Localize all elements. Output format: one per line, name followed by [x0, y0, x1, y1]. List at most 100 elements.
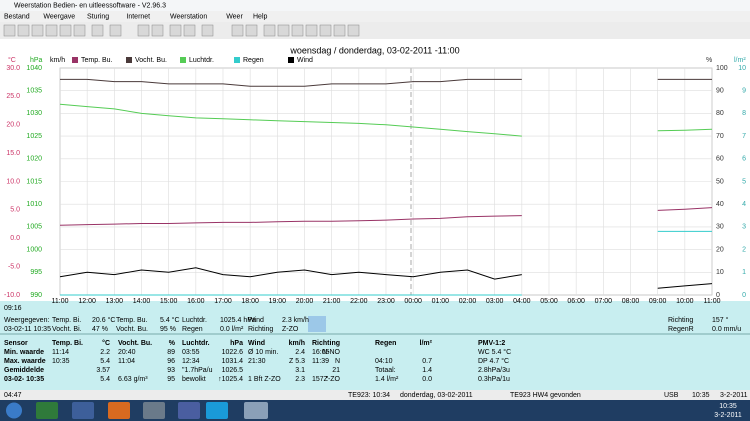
- y-tick-label: -10.0: [4, 292, 20, 299]
- y2-tick-label: 1025: [26, 133, 42, 140]
- info-cell: 0.0 mm/u: [712, 326, 741, 333]
- status-text: donderdag, 03-02-2011: [400, 392, 473, 399]
- status-text: 10:35: [692, 392, 710, 399]
- stats-cell: 03:55: [182, 349, 200, 356]
- stats-header: °C: [102, 339, 110, 347]
- info-cell: 157 °: [712, 316, 729, 324]
- y5-tick-label: 5: [742, 178, 746, 185]
- axis-unit: hPa: [30, 57, 43, 64]
- y5-tick-label: 2: [742, 246, 746, 253]
- info-cell: 20.6 °C: [92, 316, 115, 324]
- stats-cell: Z-ZO: [324, 376, 341, 383]
- stats-cell: 96: [167, 358, 175, 365]
- stats-cell: 1026.5: [222, 367, 244, 374]
- x-tick-label: 08:00: [622, 298, 640, 305]
- info-cell: 03-02-11 10:35: [4, 326, 51, 333]
- y4-tick-label: 100: [716, 65, 728, 72]
- stats-cell: 93: [167, 367, 175, 374]
- stats-cell: 12:34: [182, 358, 200, 365]
- x-tick-label: 22:00: [350, 298, 368, 305]
- status-bar: [0, 390, 750, 400]
- start-button[interactable]: [6, 402, 22, 419]
- stats-header: l/m²: [420, 340, 433, 347]
- stats-cell: 21:30: [248, 358, 266, 365]
- stats-cell: 04:10: [375, 358, 393, 365]
- x-tick-label: 12:00: [78, 298, 96, 305]
- stats-header: Temp. Bi.: [52, 340, 83, 347]
- series-line: [59, 267, 713, 289]
- status-text: 3-2-2011: [720, 392, 748, 399]
- stats-cell: 1022.6: [222, 349, 244, 356]
- stats-cell: 2.3: [295, 376, 305, 383]
- clock-date: 3-2-2011: [714, 412, 742, 419]
- stats-header: Vocht. Bu.: [118, 340, 152, 347]
- info-cell: Luchtdr.: [182, 317, 207, 324]
- stats-cell: Ø 10 min.: [248, 349, 278, 356]
- y2-tick-label: 990: [30, 292, 42, 299]
- menu-item[interactable]: Weer: [226, 13, 243, 20]
- x-tick-label: 09:00: [649, 298, 667, 305]
- menu-item[interactable]: Bestand: [4, 13, 30, 20]
- x-tick-label: 11:00: [52, 298, 69, 305]
- y5-tick-label: 10: [738, 65, 746, 72]
- stats-cell: 10:35: [52, 358, 70, 365]
- y4-tick-label: 50: [716, 178, 724, 185]
- stats-cell: ↑1025.4: [218, 376, 243, 383]
- stats-cell: "1.7hPa/u: [182, 367, 213, 374]
- x-tick-label: 13:00: [106, 298, 124, 305]
- stats-cell: N: [335, 358, 340, 365]
- y2-tick-label: 1015: [26, 178, 42, 185]
- info-cell: 5.4 °C: [160, 316, 180, 324]
- info-cell: Temp. Bu.: [116, 317, 148, 324]
- info-cell: Vocht. Bu.: [116, 326, 148, 333]
- legend-swatch: [288, 57, 294, 63]
- stats-header: hPa: [230, 340, 243, 347]
- stats-cell: 5.4: [100, 358, 110, 365]
- info-cell: Weergegeven:: [4, 317, 49, 324]
- stats-cell: 1.4: [422, 367, 432, 374]
- stats-cell: 0.3hPa/1u: [478, 376, 510, 383]
- start-label: 09:16: [4, 305, 22, 312]
- legend-swatch: [234, 57, 240, 63]
- info-cell: Richting: [668, 317, 693, 324]
- title-bar: [0, 0, 750, 11]
- info-cell: 0.0 l/m²: [220, 326, 244, 333]
- menu-item[interactable]: Help: [253, 13, 268, 20]
- x-tick-label: 04:00: [513, 298, 531, 305]
- x-tick-label: 06:00: [567, 298, 585, 305]
- stats-cell: 5.4: [100, 376, 110, 383]
- stats-cell: WC 5.4 °C: [478, 348, 511, 356]
- stats-header: Sensor: [4, 340, 28, 347]
- info-cell: RegenR: [668, 326, 694, 333]
- stats-header: Wind: [248, 340, 265, 347]
- y4-tick-label: 80: [716, 110, 724, 117]
- stats-cell: 2.4: [295, 349, 305, 356]
- menu-item[interactable]: Internet: [126, 13, 150, 20]
- x-tick-label: 16:00: [187, 298, 205, 305]
- stats-cell: 89: [167, 349, 175, 356]
- y4-tick-label: 70: [716, 133, 724, 140]
- info-cell: Temp. Bi.: [52, 317, 81, 324]
- stats-cell: 0.0: [422, 376, 432, 383]
- stats-cell: 16:05: [312, 349, 330, 356]
- taskbar-apps[interactable]: [36, 402, 268, 419]
- y5-tick-label: 3: [742, 224, 746, 231]
- menu-item[interactable]: Weergave: [43, 13, 75, 20]
- info-cell: Richting: [248, 326, 273, 333]
- stats-cell: bewolkt: [182, 376, 206, 383]
- y4-tick-label: 0: [716, 292, 720, 299]
- y5-tick-label: 1: [742, 269, 746, 276]
- y-tick-label: 25.0: [6, 93, 20, 100]
- y5-tick-label: 4: [742, 201, 746, 208]
- weather-icon: [308, 316, 326, 332]
- y-tick-label: 0.0: [10, 235, 20, 242]
- y4-tick-label: 40: [716, 201, 724, 208]
- stats-header: %: [169, 340, 176, 347]
- menu-item[interactable]: Weerstation: [170, 13, 207, 20]
- y-tick-label: 15.0: [6, 150, 20, 157]
- toolbar-icons[interactable]: [3, 24, 360, 37]
- legend-swatch: [180, 57, 186, 63]
- menu-item[interactable]: Sturing: [87, 13, 109, 20]
- stats-cell: Min. waarde: [4, 349, 44, 356]
- legend-label: Regen: [243, 57, 264, 64]
